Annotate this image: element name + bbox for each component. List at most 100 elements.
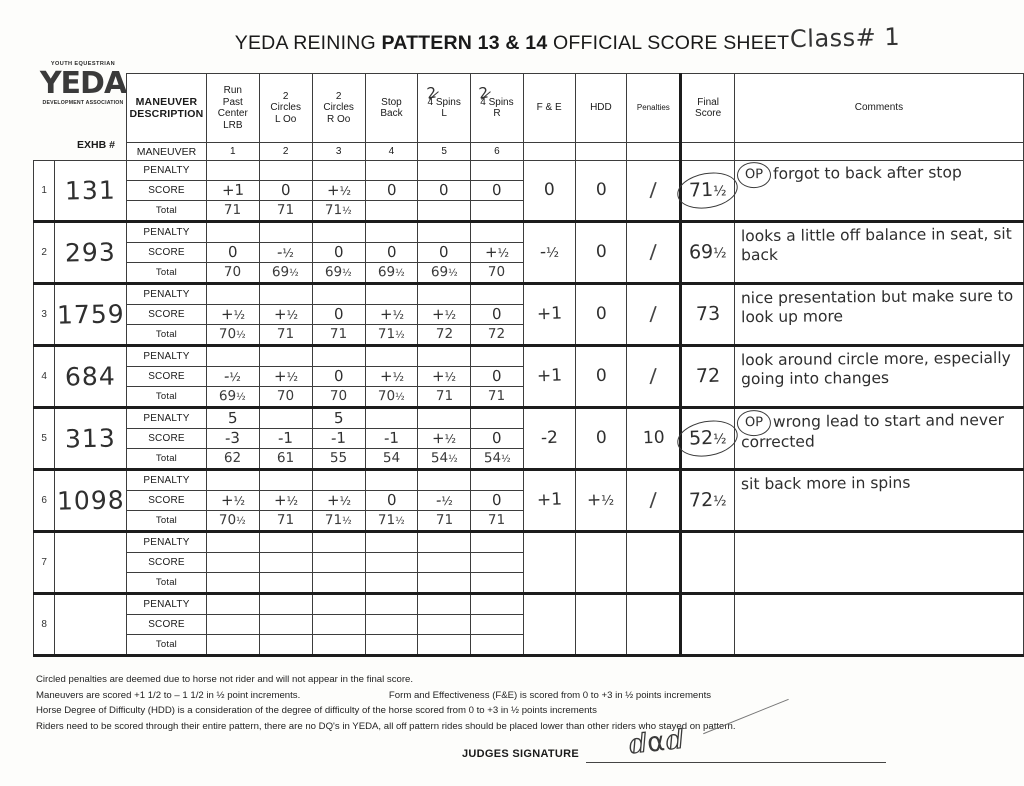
cell-total-8-m6[interactable] — [470, 634, 524, 657]
cell-total-8-m5[interactable] — [417, 634, 472, 657]
cell-hdd-7[interactable] — [574, 530, 628, 595]
cell-total-8-m1[interactable] — [205, 634, 260, 657]
cell-penalty-6-m2[interactable] — [258, 468, 313, 491]
cell-penalties-7[interactable] — [626, 530, 682, 595]
cell-hdd-1[interactable]: 0 — [574, 160, 628, 223]
cell-final-score-6[interactable]: 72½ — [679, 468, 735, 533]
cell-score-3-m6[interactable]: 0 — [470, 304, 524, 325]
cell-penalties-3[interactable]: / — [626, 282, 682, 347]
cell-final-score-3[interactable]: 73 — [679, 282, 735, 347]
cell-penalty-6-m6[interactable] — [470, 468, 524, 491]
cell-final-score-8[interactable] — [679, 592, 735, 657]
cell-penalty-2-m4[interactable] — [364, 220, 419, 243]
cell-score-4-m2[interactable]: +½ — [258, 366, 313, 387]
cell-penalty-4-m2[interactable] — [258, 344, 313, 367]
cell-total-6-m6[interactable]: 71 — [470, 510, 524, 533]
cell-penalty-4-m6[interactable] — [470, 344, 524, 367]
cell-total-4-m1[interactable]: 69½ — [205, 386, 260, 409]
cell-comment-4[interactable]: look around circle more, especially goin… — [733, 344, 1024, 409]
cell-penalty-5-m6[interactable] — [470, 406, 524, 429]
cell-total-7-m3[interactable] — [311, 572, 366, 595]
cell-penalty-1-m4[interactable] — [364, 160, 419, 181]
cell-total-4-m3[interactable]: 70 — [311, 386, 366, 409]
cell-total-2-m1[interactable]: 70 — [205, 262, 260, 285]
cell-score-7-m1[interactable] — [205, 552, 260, 573]
cell-total-5-m2[interactable]: 61 — [258, 448, 313, 471]
cell-penalty-2-m3[interactable] — [311, 220, 366, 243]
cell-total-1-m2[interactable]: 71 — [258, 200, 313, 223]
cell-score-6-m3[interactable]: +½ — [311, 490, 366, 511]
cell-penalty-8-m3[interactable] — [311, 592, 366, 615]
cell-score-7-m3[interactable] — [311, 552, 366, 573]
cell-total-7-m4[interactable] — [364, 572, 419, 595]
cell-score-7-m5[interactable] — [417, 552, 472, 573]
cell-comment-5[interactable]: OP wrong lead to start and never correcte… — [733, 406, 1024, 471]
cell-total-1-m4[interactable] — [364, 200, 419, 223]
cell-penalty-3-m3[interactable] — [311, 282, 366, 305]
cell-hdd-8[interactable] — [574, 592, 628, 657]
cell-penalty-1-m5[interactable] — [417, 160, 472, 181]
cell-score-1-m5[interactable]: 0 — [417, 180, 472, 201]
cell-total-3-m6[interactable]: 72 — [470, 324, 524, 347]
exhb-number-row-2[interactable]: 293 — [54, 220, 128, 285]
cell-total-6-m1[interactable]: 70½ — [205, 510, 260, 533]
cell-penalty-8-m2[interactable] — [258, 592, 313, 615]
cell-hdd-6[interactable]: +½ — [574, 468, 628, 533]
cell-penalty-4-m4[interactable] — [364, 344, 419, 367]
cell-total-5-m3[interactable]: 55 — [311, 448, 366, 471]
cell-penalty-4-m1[interactable] — [205, 344, 260, 367]
cell-score-5-m3[interactable]: -1 — [311, 428, 366, 449]
cell-penalty-7-m2[interactable] — [258, 530, 313, 553]
cell-fe-8[interactable] — [522, 592, 576, 657]
cell-score-8-m4[interactable] — [364, 614, 419, 635]
cell-score-5-m6[interactable]: 0 — [470, 428, 524, 449]
cell-score-1-m1[interactable]: +1 — [205, 180, 260, 201]
exhb-number-row-8[interactable] — [54, 592, 128, 657]
cell-penalty-2-m5[interactable] — [417, 220, 472, 243]
cell-fe-6[interactable]: +1 — [522, 468, 576, 533]
cell-score-7-m2[interactable] — [258, 552, 313, 573]
cell-score-3-m2[interactable]: +½ — [258, 304, 313, 325]
exhb-number-row-3[interactable]: 1759 — [54, 282, 128, 347]
cell-penalties-4[interactable]: / — [626, 344, 682, 409]
cell-penalty-6-m1[interactable] — [205, 468, 260, 491]
cell-score-6-m1[interactable]: +½ — [205, 490, 260, 511]
cell-total-5-m6[interactable]: 54½ — [470, 448, 524, 471]
cell-total-3-m4[interactable]: 71½ — [364, 324, 419, 347]
cell-comment-1[interactable]: OP forgot to back after stop — [733, 160, 1024, 223]
cell-total-1-m6[interactable] — [470, 200, 524, 223]
cell-score-6-m2[interactable]: +½ — [258, 490, 313, 511]
cell-final-score-4[interactable]: 72 — [679, 344, 735, 409]
cell-penalty-1-m1[interactable] — [205, 160, 260, 181]
cell-total-2-m4[interactable]: 69½ — [364, 262, 419, 285]
cell-total-8-m3[interactable] — [311, 634, 366, 657]
cell-comment-3[interactable]: nice presentation but make sure to look … — [733, 282, 1024, 347]
cell-hdd-4[interactable]: 0 — [574, 344, 628, 409]
cell-score-2-m3[interactable]: 0 — [311, 242, 366, 263]
cell-comment-2[interactable]: looks a little off balance in seat, sit … — [733, 220, 1024, 285]
cell-fe-7[interactable] — [522, 530, 576, 595]
cell-total-5-m1[interactable]: 62 — [205, 448, 260, 471]
cell-penalty-3-m6[interactable] — [470, 282, 524, 305]
cell-score-6-m5[interactable]: -½ — [417, 490, 472, 511]
cell-total-7-m6[interactable] — [470, 572, 524, 595]
cell-hdd-2[interactable]: 0 — [574, 220, 628, 285]
cell-penalty-7-m1[interactable] — [205, 530, 260, 553]
cell-penalty-3-m5[interactable] — [417, 282, 472, 305]
cell-comment-8[interactable] — [733, 592, 1024, 657]
cell-score-3-m4[interactable]: +½ — [364, 304, 419, 325]
cell-total-6-m5[interactable]: 71 — [417, 510, 472, 533]
cell-fe-2[interactable]: -½ — [522, 220, 576, 285]
cell-score-5-m2[interactable]: -1 — [258, 428, 313, 449]
cell-penalty-3-m1[interactable] — [205, 282, 260, 305]
cell-score-8-m3[interactable] — [311, 614, 366, 635]
cell-total-5-m5[interactable]: 54½ — [417, 448, 472, 471]
cell-penalty-2-m6[interactable] — [470, 220, 524, 243]
cell-total-3-m1[interactable]: 70½ — [205, 324, 260, 347]
cell-score-2-m6[interactable]: +½ — [470, 242, 524, 263]
cell-score-8-m5[interactable] — [417, 614, 472, 635]
cell-total-1-m1[interactable]: 71 — [205, 200, 260, 223]
cell-score-2-m5[interactable]: 0 — [417, 242, 472, 263]
cell-penalty-6-m4[interactable] — [364, 468, 419, 491]
cell-penalty-3-m2[interactable] — [258, 282, 313, 305]
